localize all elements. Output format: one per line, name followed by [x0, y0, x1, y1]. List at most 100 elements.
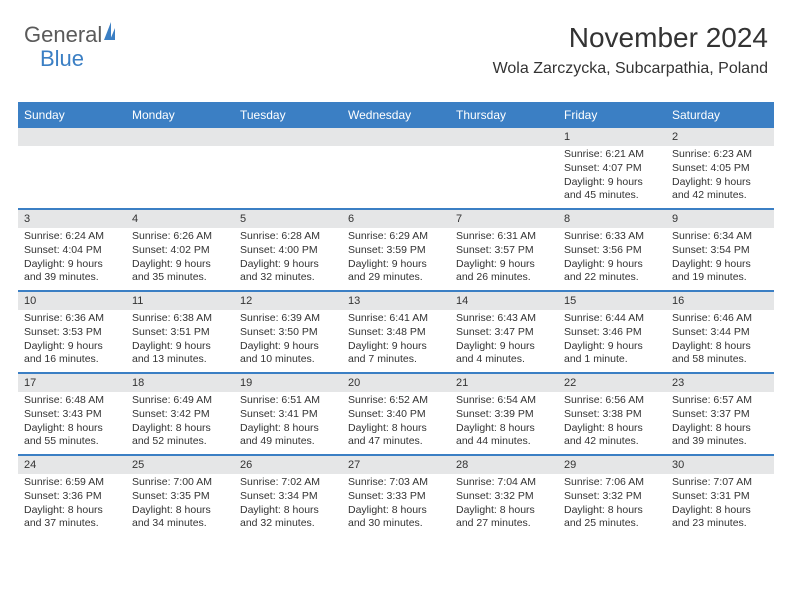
sunrise-line: Sunrise: 7:04 AM	[456, 476, 552, 490]
day-number: 26	[234, 456, 342, 474]
daylight-line: Daylight: 8 hours and 44 minutes.	[456, 422, 552, 449]
daylight-line: Daylight: 8 hours and 49 minutes.	[240, 422, 336, 449]
daylight-line: Daylight: 9 hours and 4 minutes.	[456, 340, 552, 367]
week-row: 10Sunrise: 6:36 AMSunset: 3:53 PMDayligh…	[18, 292, 774, 374]
sunset-line: Sunset: 3:32 PM	[564, 490, 660, 504]
sunrise-line: Sunrise: 6:29 AM	[348, 230, 444, 244]
cell-body: Sunrise: 7:03 AMSunset: 3:33 PMDaylight:…	[342, 474, 450, 535]
calendar-cell	[450, 128, 558, 208]
cell-body: Sunrise: 6:31 AMSunset: 3:57 PMDaylight:…	[450, 228, 558, 289]
daylight-line: Daylight: 8 hours and 52 minutes.	[132, 422, 228, 449]
calendar-cell: 4Sunrise: 6:26 AMSunset: 4:02 PMDaylight…	[126, 210, 234, 290]
sunset-line: Sunset: 3:59 PM	[348, 244, 444, 258]
day-number: 16	[666, 292, 774, 310]
day-header-cell: Saturday	[666, 102, 774, 128]
sunrise-line: Sunrise: 6:36 AM	[24, 312, 120, 326]
sunrise-line: Sunrise: 6:54 AM	[456, 394, 552, 408]
cell-body: Sunrise: 6:49 AMSunset: 3:42 PMDaylight:…	[126, 392, 234, 453]
calendar-cell: 15Sunrise: 6:44 AMSunset: 3:46 PMDayligh…	[558, 292, 666, 372]
cell-body: Sunrise: 6:56 AMSunset: 3:38 PMDaylight:…	[558, 392, 666, 453]
sunrise-line: Sunrise: 6:51 AM	[240, 394, 336, 408]
sunset-line: Sunset: 3:33 PM	[348, 490, 444, 504]
calendar-cell: 24 Sunrise: 6:59 AMSunset: 3:36 PMDayligh…	[18, 456, 126, 536]
day-header-cell: Sunday	[18, 102, 126, 128]
day-number: 10	[18, 292, 126, 310]
cell-body: Sunrise: 6:51 AMSunset: 3:41 PMDaylight:…	[234, 392, 342, 453]
cell-body: Sunrise: 6:39 AMSunset: 3:50 PMDaylight:…	[234, 310, 342, 371]
daylight-line: Daylight: 9 hours and 29 minutes.	[348, 258, 444, 285]
day-number: 28	[450, 456, 558, 474]
sunrise-line: Sunrise: 7:07 AM	[672, 476, 768, 490]
daylight-line: Daylight: 8 hours and 27 minutes.	[456, 504, 552, 531]
day-number: 24	[18, 456, 126, 474]
sunset-line: Sunset: 3:44 PM	[672, 326, 768, 340]
daylight-line: Daylight: 9 hours and 7 minutes.	[348, 340, 444, 367]
location-text: Wola Zarczycka, Subcarpathia, Poland	[493, 60, 768, 78]
daylight-line: Daylight: 8 hours and 37 minutes.	[24, 504, 120, 531]
sunrise-line: Sunrise: 7:06 AM	[564, 476, 660, 490]
calendar: SundayMondayTuesdayWednesdayThursdayFrid…	[18, 102, 774, 536]
calendar-cell	[234, 128, 342, 208]
sunset-line: Sunset: 3:46 PM	[564, 326, 660, 340]
daylight-line: Daylight: 8 hours and 42 minutes.	[564, 422, 660, 449]
sunrise-line: Sunrise: 6:23 AM	[672, 148, 768, 162]
sunset-line: Sunset: 3:48 PM	[348, 326, 444, 340]
day-number: 7	[450, 210, 558, 228]
day-number: 12	[234, 292, 342, 310]
sunset-line: Sunset: 3:51 PM	[132, 326, 228, 340]
logo: General	[24, 22, 115, 48]
sunset-line: Sunset: 3:54 PM	[672, 244, 768, 258]
day-number	[234, 128, 342, 146]
calendar-cell: 21Sunrise: 6:54 AMSunset: 3:39 PMDayligh…	[450, 374, 558, 454]
daylight-line: Daylight: 8 hours and 55 minutes.	[24, 422, 120, 449]
cell-body: Sunrise: 6:33 AMSunset: 3:56 PMDaylight:…	[558, 228, 666, 289]
calendar-cell: 25Sunrise: 7:00 AMSunset: 3:35 PMDayligh…	[126, 456, 234, 536]
calendar-cell: 26Sunrise: 7:02 AMSunset: 3:34 PMDayligh…	[234, 456, 342, 536]
calendar-cell	[342, 128, 450, 208]
sunrise-line: Sunrise: 6:24 AM	[24, 230, 120, 244]
sunset-line: Sunset: 4:02 PM	[132, 244, 228, 258]
sunrise-line: Sunrise: 7:03 AM	[348, 476, 444, 490]
sunset-line: Sunset: 3:56 PM	[564, 244, 660, 258]
day-number: 3	[18, 210, 126, 228]
calendar-cell: 20Sunrise: 6:52 AMSunset: 3:40 PMDayligh…	[342, 374, 450, 454]
day-header-cell: Friday	[558, 102, 666, 128]
calendar-cell: 22Sunrise: 6:56 AMSunset: 3:38 PMDayligh…	[558, 374, 666, 454]
sunset-line: Sunset: 3:36 PM	[24, 490, 120, 504]
day-number: 20	[342, 374, 450, 392]
header: November 2024 Wola Zarczycka, Subcarpath…	[493, 22, 768, 78]
sunset-line: Sunset: 3:47 PM	[456, 326, 552, 340]
calendar-cell: 2Sunrise: 6:23 AMSunset: 4:05 PMDaylight…	[666, 128, 774, 208]
daylight-line: Daylight: 9 hours and 42 minutes.	[672, 176, 768, 203]
sunset-line: Sunset: 3:43 PM	[24, 408, 120, 422]
day-number: 6	[342, 210, 450, 228]
sunrise-line: Sunrise: 6:26 AM	[132, 230, 228, 244]
weeks-container: 1Sunrise: 6:21 AMSunset: 4:07 PMDaylight…	[18, 128, 774, 536]
sunrise-line: Sunrise: 6:48 AM	[24, 394, 120, 408]
logo-text-general: General	[24, 22, 102, 48]
day-number: 13	[342, 292, 450, 310]
daylight-line: Daylight: 9 hours and 1 minute.	[564, 340, 660, 367]
daylight-line: Daylight: 9 hours and 22 minutes.	[564, 258, 660, 285]
daylight-line: Daylight: 8 hours and 25 minutes.	[564, 504, 660, 531]
logo-text-blue: Blue	[40, 46, 84, 71]
calendar-cell: 17Sunrise: 6:48 AMSunset: 3:43 PMDayligh…	[18, 374, 126, 454]
cell-body: Sunrise: 6:21 AMSunset: 4:07 PMDaylight:…	[558, 146, 666, 207]
day-header-cell: Wednesday	[342, 102, 450, 128]
sunrise-line: Sunrise: 6:41 AM	[348, 312, 444, 326]
sunrise-line: Sunrise: 6:39 AM	[240, 312, 336, 326]
week-row: 3Sunrise: 6:24 AMSunset: 4:04 PMDaylight…	[18, 210, 774, 292]
calendar-cell: 27Sunrise: 7:03 AMSunset: 3:33 PMDayligh…	[342, 456, 450, 536]
calendar-cell: 8Sunrise: 6:33 AMSunset: 3:56 PMDaylight…	[558, 210, 666, 290]
logo-line2: Blue	[40, 46, 84, 72]
cell-body: Sunrise: 6:38 AMSunset: 3:51 PMDaylight:…	[126, 310, 234, 371]
cell-body: Sunrise: 7:02 AMSunset: 3:34 PMDaylight:…	[234, 474, 342, 535]
day-number: 19	[234, 374, 342, 392]
day-number: 9	[666, 210, 774, 228]
sunrise-line: Sunrise: 6:59 AM	[24, 476, 120, 490]
cell-body: Sunrise: 6:43 AMSunset: 3:47 PMDaylight:…	[450, 310, 558, 371]
cell-body: Sunrise: 7:04 AMSunset: 3:32 PMDaylight:…	[450, 474, 558, 535]
day-number: 17	[18, 374, 126, 392]
cell-body: Sunrise: 6:48 AMSunset: 3:43 PMDaylight:…	[18, 392, 126, 453]
sunset-line: Sunset: 3:57 PM	[456, 244, 552, 258]
